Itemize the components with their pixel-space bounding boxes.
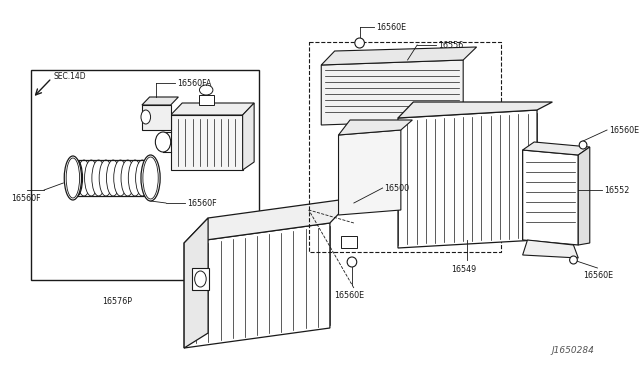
Polygon shape <box>142 105 171 130</box>
Ellipse shape <box>143 160 156 196</box>
Ellipse shape <box>66 158 79 198</box>
Bar <box>198 95 214 105</box>
Text: 16560E: 16560E <box>333 292 364 301</box>
Ellipse shape <box>77 160 91 196</box>
Polygon shape <box>184 218 208 348</box>
Text: 16549: 16549 <box>451 266 476 275</box>
Polygon shape <box>523 150 579 245</box>
Text: 16560E: 16560E <box>376 22 406 32</box>
Bar <box>31 70 259 280</box>
Bar <box>192 268 209 290</box>
Ellipse shape <box>64 156 81 200</box>
Text: 16576P: 16576P <box>102 298 132 307</box>
Ellipse shape <box>114 160 127 196</box>
Ellipse shape <box>570 256 577 264</box>
Ellipse shape <box>70 160 83 196</box>
Polygon shape <box>398 102 552 118</box>
Ellipse shape <box>141 155 160 201</box>
Ellipse shape <box>99 160 113 196</box>
Text: 16560FA: 16560FA <box>177 78 212 87</box>
Bar <box>341 236 356 248</box>
Polygon shape <box>523 142 590 155</box>
Ellipse shape <box>144 160 156 196</box>
Polygon shape <box>171 115 243 170</box>
Polygon shape <box>523 240 579 258</box>
Polygon shape <box>579 147 590 245</box>
Polygon shape <box>398 110 537 248</box>
Ellipse shape <box>92 160 106 196</box>
Ellipse shape <box>156 132 171 152</box>
Ellipse shape <box>71 160 83 196</box>
Ellipse shape <box>128 160 141 196</box>
Ellipse shape <box>136 160 149 196</box>
Ellipse shape <box>106 160 120 196</box>
Ellipse shape <box>355 38 364 48</box>
Text: 16500: 16500 <box>385 183 410 192</box>
Polygon shape <box>184 198 354 243</box>
Ellipse shape <box>579 141 587 149</box>
Polygon shape <box>243 103 254 170</box>
Text: J1650284: J1650284 <box>552 346 595 355</box>
Polygon shape <box>321 47 477 65</box>
Polygon shape <box>184 223 330 348</box>
Polygon shape <box>142 97 179 105</box>
Ellipse shape <box>84 160 98 196</box>
Polygon shape <box>339 130 401 215</box>
Text: 16560F: 16560F <box>187 199 216 208</box>
Ellipse shape <box>143 157 158 199</box>
Polygon shape <box>171 103 254 115</box>
Ellipse shape <box>195 271 206 287</box>
Ellipse shape <box>347 257 356 267</box>
Polygon shape <box>339 120 412 135</box>
Text: 16556: 16556 <box>438 41 463 49</box>
Text: 16560F: 16560F <box>12 193 41 202</box>
Text: 16560E: 16560E <box>609 125 639 135</box>
Text: SEC.14D: SEC.14D <box>54 71 86 80</box>
Ellipse shape <box>200 85 213 95</box>
Ellipse shape <box>141 110 150 124</box>
Text: 16560E: 16560E <box>583 270 613 279</box>
Bar <box>308 42 500 252</box>
Text: 16552: 16552 <box>604 186 630 195</box>
Polygon shape <box>321 60 463 125</box>
Ellipse shape <box>121 160 134 196</box>
